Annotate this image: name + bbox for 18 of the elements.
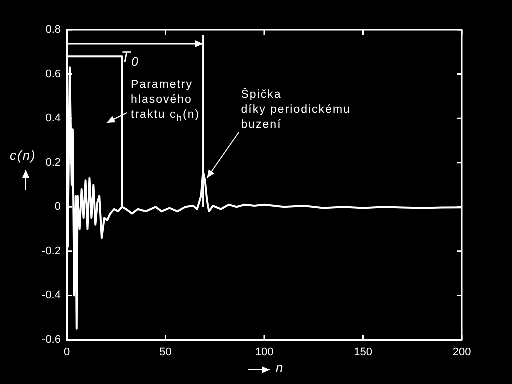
annotation: Parametry hlasového traktu c$_{h}$(n)	[131, 78, 200, 126]
y-tick-label: 0.8	[46, 24, 61, 36]
y-tick-label: 0	[54, 201, 61, 214]
y-tick-label: 0.4	[46, 112, 61, 125]
x-tick-label: 150	[354, 346, 372, 359]
y-tick-label: 0.2	[46, 156, 61, 169]
x-tick-label: 0	[64, 346, 70, 359]
x-tick-label: 50	[160, 346, 172, 359]
y-tick-label: 0.6	[46, 68, 61, 80]
x-axis-title: n	[276, 360, 284, 375]
x-tick-label: 100	[255, 346, 274, 359]
x-tick-label: 200	[452, 346, 472, 359]
y-tick-label: -0.2	[42, 245, 61, 258]
annotation: Špička díky periodickému buzení	[241, 88, 351, 134]
y-tick-label: -0.6	[42, 334, 61, 346]
y-axis-title: c(n)	[10, 148, 36, 163]
y-tick-label: -0.4	[42, 290, 61, 302]
ref-line-label: T$_{0}$	[121, 49, 140, 70]
